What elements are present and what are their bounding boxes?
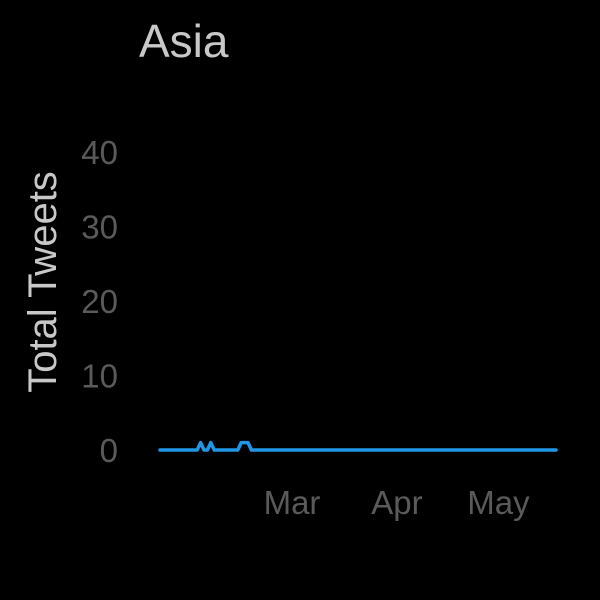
- x-tick-label: Mar: [264, 484, 321, 521]
- series-line: [158, 440, 558, 452]
- y-axis-title: Total Tweets: [21, 171, 65, 393]
- y-tick-label: 40: [81, 134, 118, 171]
- x-axis-ticks: Mar Apr May: [264, 484, 531, 521]
- y-tick-label: 20: [81, 283, 118, 320]
- y-tick-label: 10: [81, 358, 118, 395]
- y-tick-label: 30: [81, 209, 118, 246]
- y-axis-ticks: 0 10 20 30 40: [81, 134, 118, 469]
- chart-title: Asia: [139, 15, 229, 67]
- x-tick-label: Apr: [371, 484, 422, 521]
- y-tick-label: 0: [100, 432, 118, 469]
- series-layer: [158, 440, 558, 452]
- x-tick-label: May: [467, 484, 530, 521]
